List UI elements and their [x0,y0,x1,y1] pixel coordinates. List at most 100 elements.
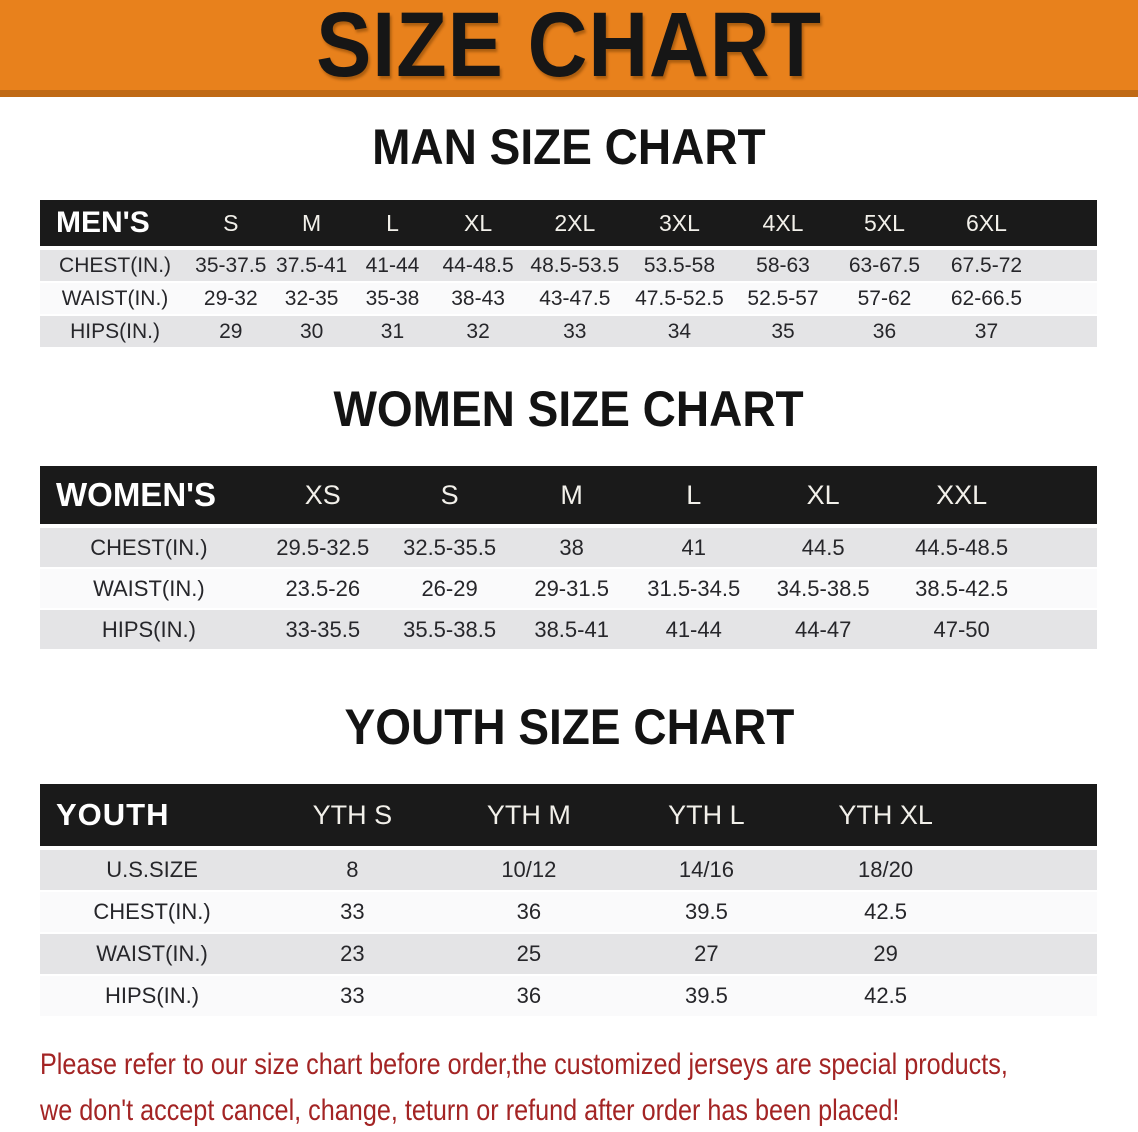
cell-value: 33-35.5 [257,610,388,651]
spacer-cell [1032,610,1097,651]
cell-value: 8 [264,850,441,892]
cell-value: 23.5-26 [257,569,388,610]
cell-value: 26-29 [387,569,512,610]
table-row-us-size: U.S.SIZE 8 10/12 14/16 18/20 [40,850,1097,892]
cell-value: 35-38 [351,283,434,316]
table-row-waist: WAIST(IN.) 23.5-26 26-29 29-31.5 31.5-34… [40,569,1097,610]
man-size-chart-heading: MAN SIZE CHART [0,121,1138,186]
cell-value: 36 [440,976,618,1018]
table-row-chest: CHEST(IN.) 29.5-32.5 32.5-35.5 38 41 44.… [40,528,1097,569]
spacer-cell [975,784,1097,850]
cell-value: 44-47 [755,610,891,651]
spacer-cell [1032,528,1097,569]
spacer-cell [1037,250,1097,283]
mens-table-header-row: MEN'S S M L XL 2XL 3XL 4XL 5XL 6XL [40,200,1097,250]
cell-value: 33 [523,316,627,349]
size-column-header: YTH XL [795,784,976,850]
size-column-header: S [387,466,512,528]
cell-value: 47.5-52.5 [626,283,733,316]
cell-value: 35 [732,316,834,349]
cell-value: 39.5 [617,976,796,1018]
size-column-header: XXL [890,466,1033,528]
womens-size-table: WOMEN'S XS S M L XL XXL CHEST(IN.) 29.5-… [40,466,1097,651]
spacer-cell [1037,316,1097,349]
cell-value: 27 [617,934,796,976]
cell-value: 67.5-72 [935,250,1038,283]
cell-value: 29-32 [190,283,272,316]
size-column-header: XL [433,200,524,250]
cell-value: 36 [440,892,618,934]
row-label: HIPS(IN.) [40,316,191,349]
youth-table-header-row: YOUTH YTH S YTH M YTH L YTH XL [40,784,1097,850]
cell-value: 53.5-58 [626,250,733,283]
youth-table-title: YOUTH [40,784,265,850]
spacer-cell [975,892,1097,934]
cell-value: 42.5 [795,892,976,934]
spacer-cell [1032,466,1097,528]
spacer-cell [975,976,1097,1018]
womens-table-title: WOMEN'S [40,466,258,528]
spacer-cell [975,934,1097,976]
row-label: CHEST(IN.) [40,250,191,283]
cell-value: 32.5-35.5 [387,528,512,569]
spacer-cell [1032,569,1097,610]
table-row-hips: HIPS(IN.) 33-35.5 35.5-38.5 38.5-41 41-4… [40,610,1097,651]
cell-value: 29 [795,934,976,976]
disclaimer-line-2: we don't accept cancel, change, teturn o… [40,1094,900,1127]
banner-title: SIZE CHART [316,0,822,96]
cell-value: 41 [631,528,756,569]
youth-size-table: YOUTH YTH S YTH M YTH L YTH XL U.S.SIZE … [40,784,1097,1018]
cell-value: 42.5 [795,976,976,1018]
table-row-hips: HIPS(IN.) 29 30 31 32 33 34 35 36 37 [40,316,1097,349]
mens-size-table: MEN'S S M L XL 2XL 3XL 4XL 5XL 6XL CHEST… [40,200,1097,349]
disclaimer-line-1: Please refer to our size chart before or… [40,1048,1008,1081]
cell-value: 43-47.5 [523,283,627,316]
womens-table-header-row: WOMEN'S XS S M L XL XXL [40,466,1097,528]
cell-value: 37.5-41 [271,250,352,283]
row-label: WAIST(IN.) [40,569,258,610]
women-size-chart-heading: WOMEN SIZE CHART [0,383,1138,448]
cell-value: 29.5-32.5 [257,528,388,569]
cell-value: 62-66.5 [935,283,1038,316]
cell-value: 34 [626,316,733,349]
size-column-header: 3XL [626,200,733,250]
cell-value: 38 [511,528,632,569]
cell-value: 38.5-42.5 [890,569,1033,610]
size-column-header: YTH M [440,784,618,850]
table-row-chest: CHEST(IN.) 33 36 39.5 42.5 [40,892,1097,934]
row-label: CHEST(IN.) [40,892,265,934]
cell-value: 38.5-41 [511,610,632,651]
heading-text: YOUTH SIZE CHART [344,699,794,755]
cell-value: 18/20 [795,850,976,892]
size-column-header: M [271,200,352,250]
cell-value: 44-48.5 [433,250,524,283]
cell-value: 10/12 [440,850,618,892]
cell-value: 34.5-38.5 [755,569,891,610]
cell-value: 38-43 [433,283,524,316]
row-label: CHEST(IN.) [40,528,258,569]
heading-text: MAN SIZE CHART [372,119,766,175]
youth-size-chart-heading: YOUTH SIZE CHART [0,701,1138,766]
cell-value: 32-35 [271,283,352,316]
cell-value: 63-67.5 [833,250,936,283]
cell-value: 44.5-48.5 [890,528,1033,569]
size-column-header: XS [257,466,388,528]
cell-value: 41-44 [631,610,756,651]
spacer-cell [1037,200,1097,250]
cell-value: 31.5-34.5 [631,569,756,610]
cell-value: 57-62 [833,283,936,316]
cell-value: 29 [190,316,272,349]
cell-value: 36 [833,316,936,349]
spacer-cell [975,850,1097,892]
spacer-cell [1037,283,1097,316]
size-column-header: 6XL [935,200,1038,250]
size-column-header: 2XL [523,200,627,250]
cell-value: 37 [935,316,1038,349]
row-label: WAIST(IN.) [40,934,265,976]
cell-value: 58-63 [732,250,834,283]
table-row-waist: WAIST(IN.) 23 25 27 29 [40,934,1097,976]
table-row-hips: HIPS(IN.) 33 36 39.5 42.5 [40,976,1097,1018]
cell-value: 47-50 [890,610,1033,651]
row-label: HIPS(IN.) [40,976,265,1018]
cell-value: 30 [271,316,352,349]
